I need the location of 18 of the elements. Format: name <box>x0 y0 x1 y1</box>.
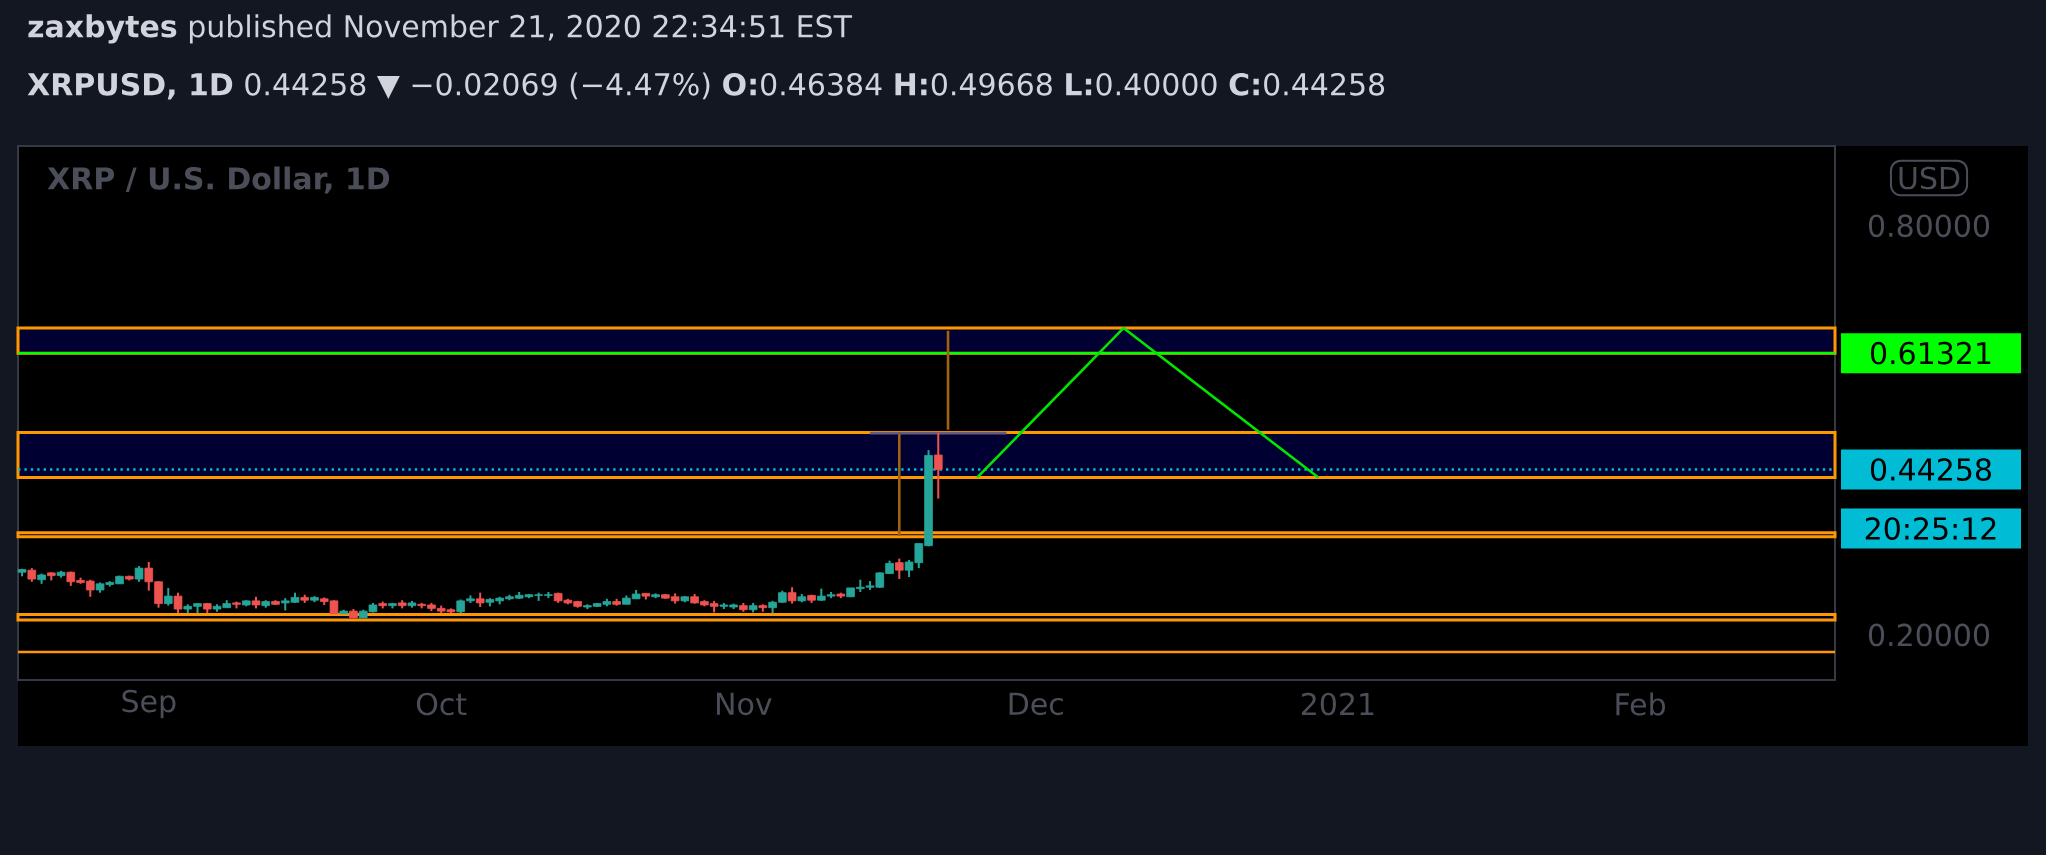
candlestick <box>895 557 904 581</box>
x-tick-label: Nov <box>717 692 772 716</box>
candlestick <box>933 431 943 500</box>
x-tick-label: Dec <box>1009 692 1063 716</box>
y-tick-label: 0.20000 <box>1868 623 1990 647</box>
x-tick-label: Sep <box>122 689 176 719</box>
x-tick-label: 2021 <box>1301 692 1374 716</box>
x-tick-label: Oct <box>416 692 467 716</box>
x-tick-label: Feb <box>1616 692 1665 716</box>
text: XRPUSD, 1D 0.44258 ▼ −0.02069 (−4.47%) O:0.46384 H:0.49668 L:0.40000 C:0.44258 <box>27 72 1385 100</box>
annotation: XRP / U.S. Dollar, 1D <box>47 166 390 194</box>
y-tick-label: 0.80000 <box>1868 214 1990 238</box>
chart-title: zaxbytes published November 21, 2020 22:34:51 EST <box>28 14 853 44</box>
y-axis-title: USD <box>1899 166 1960 190</box>
text: 20:25:12 <box>1865 517 1996 540</box>
ref-line-label: 0.44258 <box>1870 458 1991 481</box>
candlestick <box>173 591 183 615</box>
ref-line-label: 0.61321 <box>1870 341 1991 365</box>
